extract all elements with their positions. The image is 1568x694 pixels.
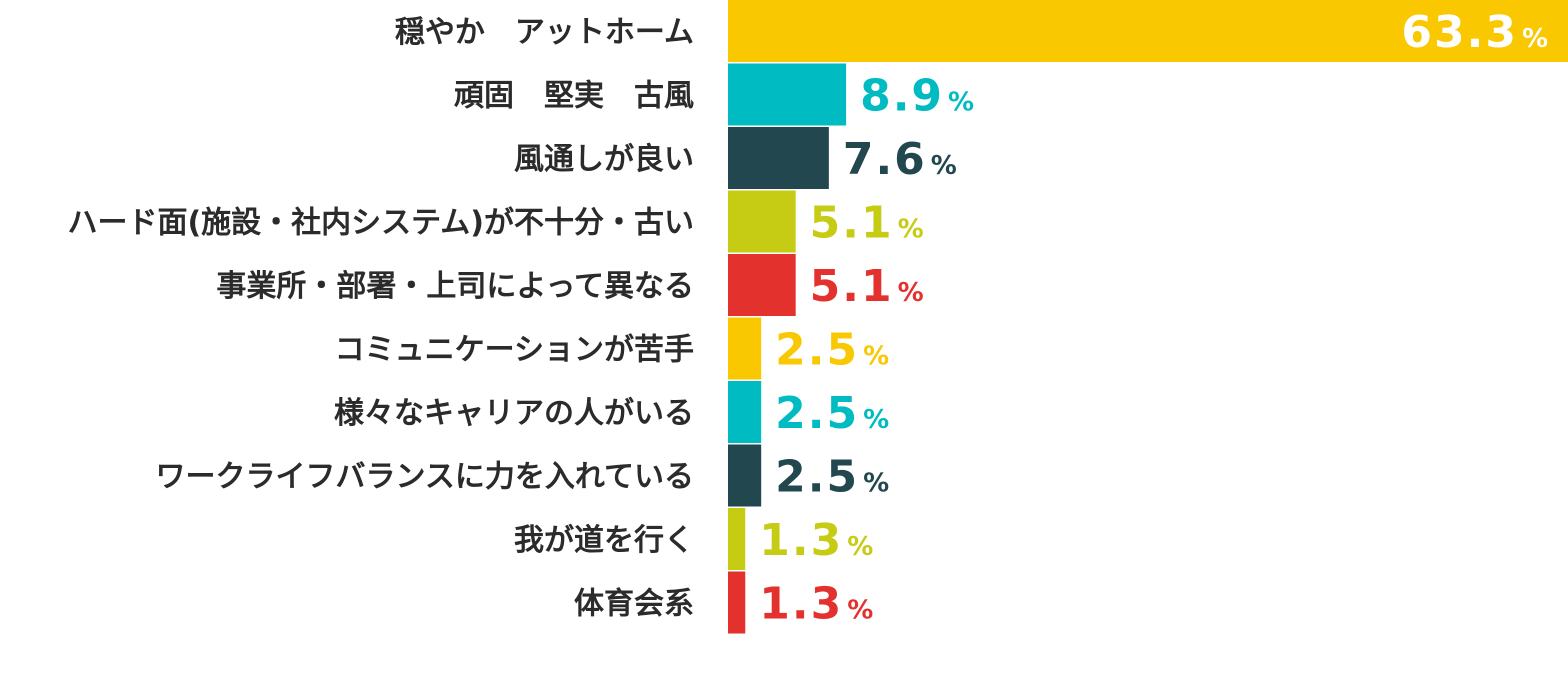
- value-number: 7.6: [843, 134, 927, 185]
- bar: [728, 127, 829, 189]
- value-unit: %: [931, 151, 957, 181]
- bar: [728, 190, 796, 253]
- value-unit: %: [863, 469, 889, 499]
- bar: [728, 317, 762, 380]
- value-number: 1.3: [759, 515, 843, 566]
- value-number: 1.3: [759, 579, 843, 630]
- value-label: 63.3%: [1401, 7, 1548, 58]
- value-unit: %: [898, 215, 924, 245]
- value-label: 5.1%: [810, 198, 924, 249]
- value-label: 7.6%: [843, 134, 957, 185]
- bar: [728, 571, 746, 634]
- value-unit: %: [948, 88, 974, 118]
- value-number: 63.3: [1401, 7, 1518, 58]
- value-number: 2.5: [775, 452, 859, 503]
- value-label: 8.9%: [860, 71, 974, 122]
- bar: [728, 508, 746, 570]
- value-label: 1.3%: [759, 515, 873, 566]
- category-label: ハード面(施設・社内システム)が不十分・古い: [67, 206, 694, 241]
- value-number: 2.5: [775, 325, 859, 376]
- value-unit: %: [898, 278, 924, 308]
- category-label: コミュニケーションが苦手: [335, 333, 694, 368]
- value-unit: %: [847, 596, 873, 626]
- value-unit: %: [863, 405, 889, 435]
- value-number: 5.1: [810, 261, 894, 312]
- value-unit: %: [1522, 24, 1548, 54]
- value-label: 5.1%: [810, 261, 924, 312]
- category-label: 体育会系: [574, 587, 694, 622]
- value-label: 2.5%: [775, 452, 889, 503]
- category-label: 穏やか アットホーム: [395, 15, 694, 50]
- category-label: 我が道を行く: [514, 523, 694, 558]
- value-label: 1.3%: [759, 579, 873, 630]
- value-label: 2.5%: [775, 325, 889, 376]
- value-number: 5.1: [810, 198, 894, 249]
- value-labels: 63.3 %8.9 %7.6 %5.1 %5.1 %2.5 %2.5 %2.5 %1.3 %1.3…: [759, 7, 1548, 630]
- category-label: 事業所・部署・上司によって異なる: [216, 269, 694, 304]
- category-label: 様々なキャリアの人がいる: [334, 396, 694, 431]
- value-number: 2.5: [775, 388, 859, 439]
- category-label: ワークライフバランスに力を入れている: [156, 460, 695, 495]
- bar: [728, 444, 762, 507]
- value-label: 2.5%: [775, 388, 889, 439]
- bar: [728, 63, 847, 126]
- category-label: 頑固 堅実 古風: [454, 79, 694, 114]
- category-label: 風通しが良い: [514, 142, 694, 177]
- bar: [728, 254, 796, 316]
- bar: [728, 381, 762, 443]
- value-number: 8.9: [860, 71, 944, 122]
- value-unit: %: [863, 342, 889, 372]
- value-unit: %: [847, 532, 873, 562]
- bar: [728, 0, 1568, 62]
- bars: [728, 0, 1568, 634]
